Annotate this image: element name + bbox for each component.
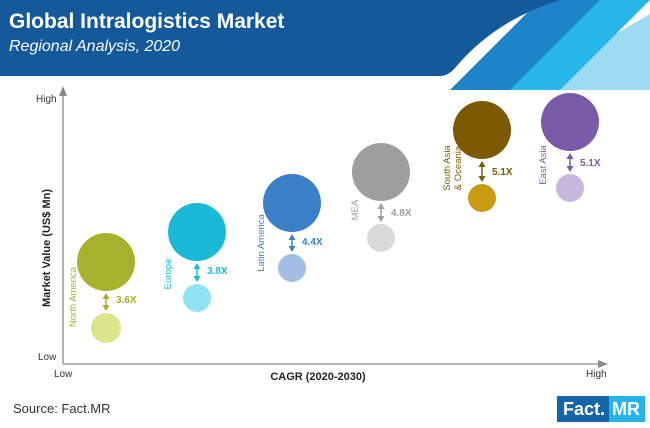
region-label-1: Europe	[163, 259, 174, 290]
growth-arrow-head-bottom-0	[102, 305, 110, 311]
factmr-logo: Fact. MR	[556, 396, 645, 422]
growth-label-0: 3.6X	[116, 295, 137, 306]
growth-arrow-head-bottom-1	[193, 276, 201, 282]
y-tick-label-high: High	[36, 94, 57, 105]
growth-arrow-head-top-5	[566, 153, 574, 159]
growth-arrow-head-top-2	[288, 234, 296, 240]
growth-label-3: 4.8X	[391, 208, 412, 219]
bubble-marks: 3.6X North America 3.8X Europe 4.4X Latin Ame…	[68, 93, 601, 343]
banner-main	[0, 0, 560, 76]
growth-arrow-head-bottom-3	[377, 216, 385, 222]
growth-arrow-head-top-0	[102, 293, 110, 299]
chart-subtitle: Regional Analysis, 2020	[9, 38, 181, 55]
region-label-0: North America	[68, 266, 79, 327]
x-tick-label-low: Low	[54, 369, 73, 380]
source-note: Source: Fact.MR	[13, 401, 111, 416]
bubble-2020-4	[453, 101, 511, 159]
bubble-2030-1	[183, 284, 211, 312]
x-tick-label-high: High	[586, 369, 607, 380]
bubble-2020-0	[77, 233, 135, 291]
growth-arrow-head-bottom-5	[566, 166, 574, 172]
region-label-4: South Asia& Oceania	[442, 145, 464, 191]
logo-fact-text: Fact.	[556, 396, 609, 422]
growth-arrow-head-bottom-2	[288, 246, 296, 252]
bubble-2030-5	[556, 174, 584, 202]
chart-title: Global Intralogistics Market	[9, 10, 285, 33]
region-label-5: East Asia	[538, 144, 549, 184]
bubble-2020-3	[352, 143, 410, 201]
growth-label-2: 4.4X	[302, 237, 323, 248]
axes: High Low Low High CAGR (2020-2030) Marke…	[36, 86, 608, 383]
banner-stripe-mid	[450, 0, 600, 90]
growth-label-4: 5.1X	[492, 167, 513, 178]
growth-arrow-head-top-3	[377, 203, 385, 209]
region-label-2: Latin America	[256, 214, 267, 272]
growth-arrow-head-bottom-4	[478, 176, 486, 182]
y-tick-label-low: Low	[38, 352, 57, 363]
growth-arrow-head-top-4	[478, 161, 486, 167]
header-banner	[0, 0, 650, 90]
x-axis-arrow	[598, 360, 608, 368]
bubble-2030-2	[278, 254, 306, 282]
region-label-3: MEA	[350, 199, 361, 220]
y-axis-label: Market Value (US$ Mn)	[41, 189, 53, 307]
growth-label-5: 5.1X	[580, 158, 601, 169]
bubble-2030-4	[468, 184, 496, 212]
x-axis-label: CAGR (2020-2030)	[270, 371, 366, 383]
bubble-2020-1	[168, 203, 226, 261]
bubble-2020-5	[541, 93, 599, 151]
bubble-2030-3	[367, 224, 395, 252]
bubble-2020-2	[263, 174, 321, 232]
growth-label-1: 3.8X	[207, 266, 228, 277]
growth-arrow-head-top-1	[193, 263, 201, 269]
logo-mr-text: MR	[609, 396, 645, 422]
y-axis-arrow	[59, 86, 67, 96]
bubble-2030-0	[91, 313, 121, 343]
